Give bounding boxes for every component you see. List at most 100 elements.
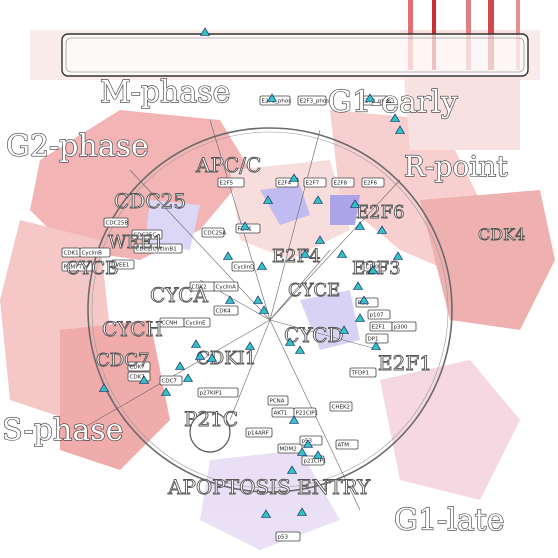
svg-text:p53: p53 (278, 535, 289, 541)
triangle-marker (296, 447, 308, 456)
svg-text:E2F7: E2F7 (306, 181, 320, 187)
svg-text:E2F2_phos: E2F2_phos (362, 99, 392, 105)
svg-text:CCNH: CCNH (162, 321, 178, 327)
triangle-marker (266, 93, 278, 102)
triangle-marker (174, 361, 186, 370)
gene-node: P21CIP1 (293, 407, 319, 418)
gene-node: CDK7 (127, 361, 151, 372)
gene-node: p53 (299, 435, 323, 446)
triangle-marker (392, 251, 404, 260)
gene-node: CyclinA (213, 281, 239, 292)
gene-node: E2F3_phos (297, 95, 330, 106)
phase-labels: M-phase G1-early G2-phase R-point S-phase G1-… (1, 74, 509, 538)
phase-label: S-phase (2, 413, 123, 448)
module-label: APOPTOSIS ENTRY (167, 475, 371, 499)
gene-node: CDK1 (61, 247, 81, 258)
module-label: CDKI1 (196, 348, 256, 369)
module-label: CYCE (288, 280, 340, 301)
title-box (61, 33, 529, 77)
triangle-marker (288, 173, 300, 182)
gene-node: p27KIP1 (197, 387, 239, 398)
triangle-marker (299, 249, 311, 258)
phase-label: G1-early (328, 85, 458, 120)
module-label: APC/C (195, 153, 261, 177)
triangle-marker (98, 383, 110, 392)
svg-text:CDC2/CyclinB1: CDC2/CyclinB1 (136, 247, 177, 253)
triangle-marker (336, 249, 348, 258)
gene-node: CyclinB (79, 247, 111, 258)
gene-node: CDC2/CyclinB1 (133, 243, 183, 254)
triangle-marker (302, 439, 314, 448)
gene-node: CCNH (159, 317, 185, 328)
triangle-marker (194, 351, 206, 360)
svg-text:E2F5: E2F5 (220, 181, 234, 187)
svg-text:ATM: ATM (338, 443, 350, 449)
svg-text:E2F8: E2F8 (334, 181, 348, 187)
triangle-marker (352, 281, 364, 290)
gene-node: CyclinD (231, 261, 255, 272)
triangle-marker (138, 375, 150, 384)
module-label: CDK4 (478, 225, 525, 244)
gene-node: DP1 (365, 333, 389, 344)
gene-nodes: E2F1_phosE2F3_phosE2F2_phosE2F5E2F4E2F7E… (61, 95, 417, 542)
gene-node: CyclinE (183, 317, 211, 328)
cell-cycle-circle (87, 127, 453, 493)
triangle-marker (190, 339, 202, 348)
module-label: CDC25 (114, 189, 186, 213)
apoptosis-loop (189, 411, 231, 453)
svg-text:E2F3_phos: E2F3_phos (300, 99, 330, 105)
module-label: CDC7 (96, 350, 149, 371)
gene-node: CDC25C (131, 229, 163, 240)
svg-text:PKMYT1: PKMYT1 (64, 265, 86, 271)
triangle-marker (370, 341, 382, 350)
svg-text:CDC7: CDC7 (162, 379, 178, 385)
svg-text:CyclinE: CyclinE (186, 321, 207, 327)
triangle-marker (284, 337, 296, 346)
module-label: E2F4 (272, 246, 321, 267)
svg-text:p300: p300 (394, 325, 408, 331)
svg-text:CyclinB: CyclinB (82, 251, 103, 257)
triangle-marker (354, 221, 366, 230)
module-label: CYCB (66, 258, 118, 279)
gene-node: E2F1 (369, 321, 393, 332)
svg-text:CyclinD: CyclinD (234, 265, 255, 271)
triangle-marker (288, 415, 300, 424)
triangle-marker (260, 509, 272, 518)
svg-text:DP1: DP1 (368, 337, 379, 343)
triangle-marker (349, 199, 361, 208)
gene-node: CDC25B (103, 217, 128, 228)
svg-text:TFDP1: TFDP1 (351, 371, 370, 377)
svg-text:CHEK2: CHEK2 (332, 405, 351, 411)
triangle-marker (358, 295, 370, 304)
gene-node: TFDP1 (349, 367, 377, 378)
heat-overlay (0, 30, 555, 550)
svg-text:CDC25C: CDC25C (134, 233, 157, 239)
svg-text:PCNA: PCNA (270, 399, 285, 405)
module-labels: APC/C CDC25 E2F6 WEE1 E2F4 CYCB E2F3 CYCA CYCE CD… (66, 153, 526, 500)
svg-text:CDK7: CDK7 (130, 365, 146, 371)
gene-node: p53 (275, 531, 301, 542)
gene-node: PCNA (267, 395, 289, 406)
module-label: E2F1 (378, 351, 432, 375)
svg-text:p27KIP1: p27KIP1 (200, 391, 223, 397)
gene-node: p14ARF (245, 427, 273, 438)
gene-node: E2F8 (331, 177, 355, 188)
svg-text:P21CIP1: P21CIP1 (296, 411, 319, 417)
gene-node: CDK4 (213, 305, 239, 316)
gene-node: ATM (335, 439, 359, 450)
svg-text:CyclinA: CyclinA (216, 285, 237, 291)
svg-text:WEE1: WEE1 (114, 263, 130, 269)
module-label: CYCH (102, 317, 163, 341)
triangle-marker (256, 261, 268, 270)
triangle-markers (98, 27, 406, 518)
svg-text:p107: p107 (370, 313, 384, 319)
svg-text:AKT1: AKT1 (274, 411, 288, 417)
svg-text:p21CIP1: p21CIP1 (304, 459, 327, 465)
svg-text:E2F6: E2F6 (364, 181, 378, 187)
svg-text:CDC25A: CDC25A (204, 231, 227, 237)
triangle-marker (199, 27, 211, 36)
svg-text:CDK7: CDK7 (130, 375, 146, 381)
triangle-marker (206, 353, 218, 362)
